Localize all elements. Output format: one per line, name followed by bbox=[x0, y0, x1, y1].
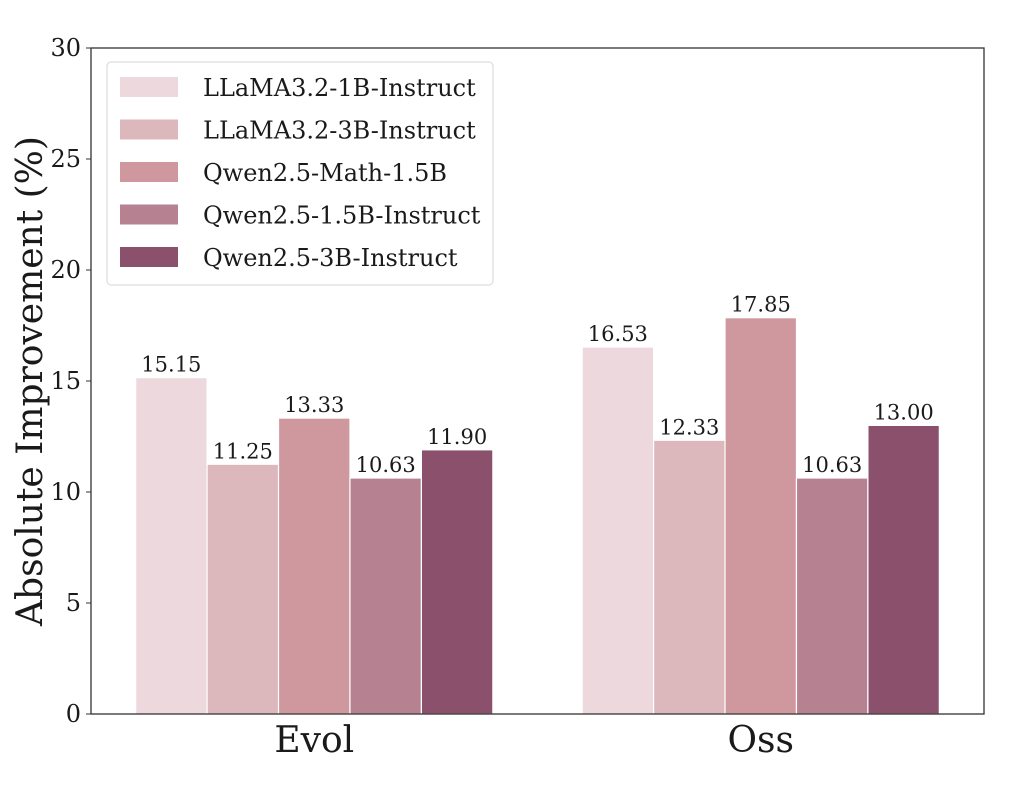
y-axis-label: Absolute Improvement (%) bbox=[10, 136, 51, 627]
x-tick-label: Oss bbox=[728, 720, 794, 761]
bar bbox=[206, 463, 280, 715]
y-tick-label: 15 bbox=[50, 367, 81, 395]
y-tick-label: 0 bbox=[66, 700, 81, 728]
bar bbox=[135, 377, 208, 715]
bars-layer bbox=[135, 317, 940, 715]
bar-value-label: 11.25 bbox=[213, 439, 273, 463]
legend-swatch bbox=[120, 77, 178, 97]
bar-value-label: 12.33 bbox=[659, 415, 719, 439]
y-tick-label: 30 bbox=[50, 34, 81, 62]
bar bbox=[867, 424, 940, 715]
legend-label: Qwen2.5-Math-1.5B bbox=[203, 159, 447, 187]
y-tick-label: 20 bbox=[50, 256, 81, 284]
legend: LLaMA3.2-1B-Instruct LLaMA3.2-3B-Instruct… bbox=[106, 61, 494, 286]
legend-label: LLaMA3.2-3B-Instruct bbox=[203, 117, 476, 145]
bar-value-label: 10.63 bbox=[356, 453, 416, 477]
bar-value-label: 11.90 bbox=[427, 425, 487, 449]
bar bbox=[349, 477, 423, 715]
bar-value-label: 10.63 bbox=[802, 453, 862, 477]
bar bbox=[277, 417, 351, 715]
bar-value-label: 13.33 bbox=[284, 393, 344, 417]
bar-value-label: 16.53 bbox=[588, 322, 648, 346]
y-tick-label: 25 bbox=[50, 145, 81, 173]
bar bbox=[795, 477, 869, 715]
y-tick-label: 5 bbox=[66, 589, 81, 617]
bar bbox=[724, 317, 798, 715]
legend-swatch bbox=[120, 162, 178, 182]
bar-value-label: 15.15 bbox=[141, 353, 201, 377]
y-axis-ticks: 0 5 10 15 20 25 30 bbox=[50, 34, 91, 728]
legend-label: Qwen2.5-3B-Instruct bbox=[203, 244, 458, 272]
legend-swatch bbox=[120, 204, 178, 225]
legend-items: LLaMA3.2-1B-Instruct LLaMA3.2-3B-Instruct… bbox=[120, 74, 481, 272]
value-labels-layer: 15.15 11.25 13.33 10.63 11.90 16.53 12.33 17.85… bbox=[141, 293, 933, 477]
x-axis-ticks: Evol Oss bbox=[274, 720, 794, 761]
x-tick-label: Evol bbox=[274, 720, 354, 761]
bar-value-label: 13.00 bbox=[874, 400, 934, 424]
legend-swatch bbox=[120, 119, 178, 140]
legend-label: Qwen2.5-1.5B-Instruct bbox=[203, 202, 481, 230]
y-tick-label: 10 bbox=[50, 478, 81, 506]
bar-value-label: 17.85 bbox=[731, 293, 791, 317]
bar bbox=[581, 346, 655, 715]
bar bbox=[420, 449, 494, 715]
legend-frame bbox=[106, 61, 494, 286]
bar bbox=[652, 439, 726, 715]
legend-label: LLaMA3.2-1B-Instruct bbox=[203, 74, 476, 102]
legend-swatch bbox=[120, 247, 178, 267]
